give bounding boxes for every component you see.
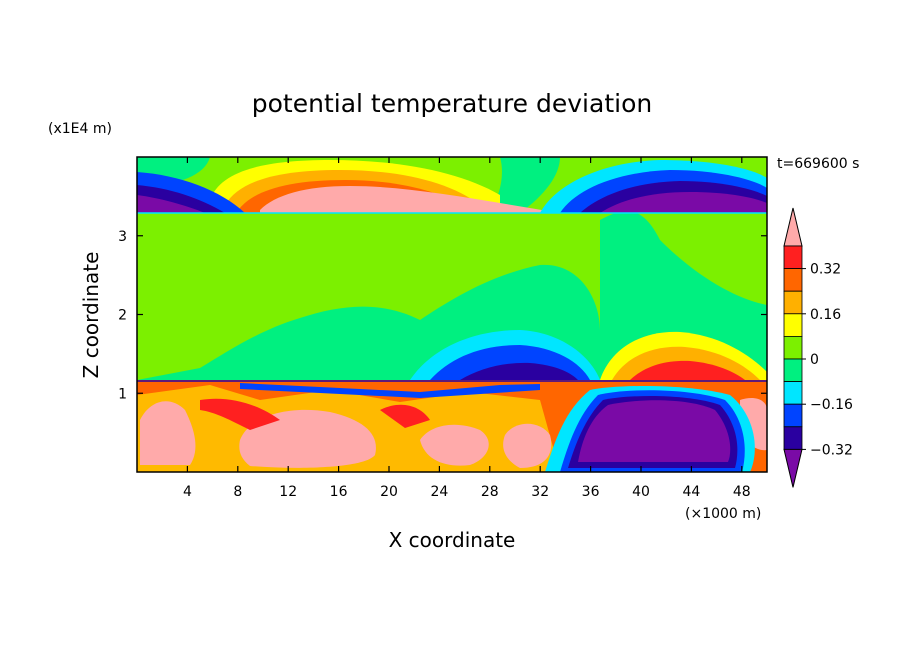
- x-tick-label: 28: [481, 484, 499, 500]
- lower-pink-mid: [420, 424, 489, 466]
- y-axis-ticks: 1 2 3: [118, 229, 767, 402]
- colorbar: 0.32 0.16 0 −0.16 −0.32: [783, 207, 853, 488]
- x-unit-label: (×1000 m): [685, 506, 761, 522]
- colorbar-segment: [783, 335, 803, 360]
- chart-title: potential temperature deviation: [252, 89, 652, 118]
- x-tick-label: 36: [582, 484, 600, 500]
- lower-pink-large: [239, 409, 376, 468]
- top-right-purple: [600, 192, 767, 213]
- x-tick-label: 40: [632, 484, 650, 500]
- lower-red-swirls: [200, 398, 430, 430]
- colorbar-segment: [783, 313, 803, 337]
- lower-blue-streak: [240, 383, 540, 398]
- y-tick-label: 2: [118, 308, 127, 324]
- colorbar-segment: [783, 245, 803, 270]
- colorbar-bottom-arrow: [783, 448, 803, 488]
- x-tick-label: 4: [183, 484, 192, 500]
- colorbar-top-arrow: [783, 207, 803, 247]
- x-axis-ticks: 4 8 12 16 20 24 28 32 36 40 44 48: [183, 157, 751, 500]
- top-green-mid: [490, 157, 560, 213]
- x-tick-label: 12: [279, 484, 297, 500]
- lower-pink-right: [503, 423, 552, 468]
- x-tick-label: 48: [733, 484, 751, 500]
- x-axis-label: X coordinate: [389, 528, 516, 552]
- colorbar-tick-label: 0.16: [810, 307, 841, 323]
- lower-purple-dome: [578, 400, 731, 462]
- mid-red-lobe: [630, 360, 745, 380]
- x-tick-label: 16: [330, 484, 348, 500]
- lower-pink-left: [140, 401, 196, 465]
- colorbar-segment: [783, 381, 803, 405]
- colorbar-segment: [783, 403, 803, 428]
- colorbar-segment: [783, 426, 803, 450]
- time-label: t=669600 s: [777, 156, 859, 172]
- y-tick-label: 1: [118, 386, 127, 402]
- top-pink: [260, 186, 560, 213]
- x-tick-label: 8: [233, 484, 242, 500]
- x-tick-label: 24: [430, 484, 448, 500]
- colorbar-segment: [783, 268, 803, 292]
- mid-navy-lobe: [460, 362, 578, 380]
- colorbar-tick-label: −0.32: [810, 442, 853, 458]
- x-tick-label: 44: [682, 484, 700, 500]
- contour-field: [137, 157, 767, 472]
- y-unit-label: (x1E4 m): [48, 121, 112, 137]
- colorbar-tick-label: −0.16: [810, 397, 853, 413]
- colorbar-tick-label: 0.32: [810, 262, 841, 278]
- colorbar-segment: [783, 290, 803, 315]
- x-tick-label: 32: [531, 484, 549, 500]
- top-left-purple: [137, 195, 205, 213]
- x-tick-label: 20: [380, 484, 398, 500]
- y-tick-label: 3: [118, 229, 127, 245]
- y-axis-label: Z coordinate: [79, 252, 103, 379]
- colorbar-segment: [783, 358, 803, 383]
- colorbar-tick-label: 0: [810, 352, 819, 368]
